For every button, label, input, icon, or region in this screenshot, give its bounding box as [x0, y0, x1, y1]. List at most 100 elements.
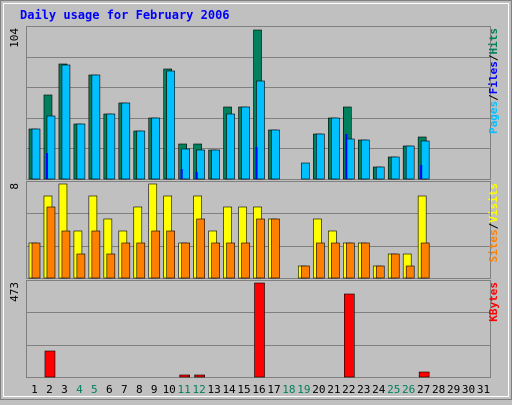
bar-pages-day-7 [121, 102, 131, 180]
bar-kbytes-day-2 [44, 350, 56, 378]
panel-visits-sites: 8 Sites/Visits [8, 181, 500, 279]
bar-pages-day-27 [420, 140, 430, 180]
bar-pages-day-1 [31, 128, 41, 180]
x-tick-label-day-25: 25 [387, 383, 400, 396]
bar-sites-day-3 [61, 230, 71, 279]
bar-kbytes-day-11 [179, 374, 190, 378]
bar-sites-day-24 [375, 265, 385, 279]
x-tick-label-day-24: 24 [372, 383, 386, 396]
x-tick-label-day-19: 19 [297, 383, 310, 396]
bar-sites-day-12 [196, 218, 205, 279]
x-tick-label-day-9: 9 [151, 383, 158, 396]
bar-sites-day-19 [301, 265, 310, 279]
bar-files-day-11 [180, 169, 183, 179]
bar-sites-day-1 [31, 242, 41, 279]
bar-sites-day-8 [136, 242, 146, 279]
x-tick-label-day-8: 8 [136, 383, 143, 396]
x-tick-label-day-3: 3 [61, 383, 68, 396]
bar-pages-day-15 [241, 106, 250, 180]
bar-pages-day-12 [196, 149, 205, 180]
bar-pages-day-17 [271, 129, 280, 180]
legend-entry: KBytes [487, 282, 500, 322]
bar-pages-day-9 [151, 117, 161, 180]
bar-pages-day-14 [226, 113, 235, 180]
x-tick-label-day-2: 2 [46, 383, 53, 396]
x-tick-label-day-30: 30 [462, 383, 475, 396]
x-tick-label-day-22: 22 [342, 383, 355, 396]
x-tick-label-day-23: 23 [357, 383, 370, 396]
bar-pages-day-25 [390, 156, 400, 180]
bar-sites-day-9 [151, 230, 161, 279]
bar-pages-day-4 [76, 123, 86, 180]
bar-pages-day-16 [256, 80, 265, 180]
x-tick-label-day-17: 17 [267, 383, 280, 396]
bar-sites-day-21 [331, 242, 340, 279]
bar-sites-day-16 [256, 218, 265, 279]
x-axis-labels: 1 2 3 4 5 6 7 8 9 10 11 12 13 14 15 16 17 18 19 20 21 22 23 24 2… [31, 383, 490, 396]
bar-pages-day-20 [316, 133, 325, 180]
legend-entry: Visits [487, 183, 500, 223]
bar-sites-day-22 [346, 242, 355, 279]
chart-title: Daily usage for February 2006 [20, 8, 230, 22]
bar-pages-day-23 [360, 139, 370, 180]
bar-pages-day-8 [136, 130, 146, 180]
bar-files-day-27 [420, 165, 423, 179]
y-max-label: 8 [8, 183, 21, 190]
legend-entry: / [487, 94, 500, 101]
x-tick-label-day-10: 10 [163, 383, 176, 396]
x-tick-label-day-21: 21 [327, 383, 340, 396]
legend: Pages/Files/Hits [487, 28, 500, 134]
y-max-label: 473 [8, 282, 21, 302]
x-tick-label-day-18: 18 [282, 383, 295, 396]
bar-sites-day-13 [211, 242, 220, 279]
x-tick-label-day-6: 6 [106, 383, 113, 396]
bar-kbytes-day-27 [418, 371, 430, 378]
bar-pages-day-13 [211, 149, 220, 180]
bars [28, 183, 430, 279]
bar-sites-day-5 [91, 230, 101, 279]
bar-sites-day-27 [420, 242, 430, 279]
bar-sites-day-20 [316, 242, 325, 279]
x-tick-label-day-20: 20 [312, 383, 325, 396]
x-tick-label-day-28: 28 [432, 383, 445, 396]
inner-frame [3, 3, 509, 397]
bar-sites-day-6 [106, 253, 116, 279]
bar-pages-day-5 [91, 74, 101, 180]
bar-files-day-22 [345, 134, 348, 179]
bar-sites-day-15 [241, 242, 250, 279]
legend: KBytes [487, 282, 500, 322]
x-tick-label-day-13: 13 [207, 383, 220, 396]
x-tick-label-day-4: 4 [76, 383, 83, 396]
x-tick-label-day-15: 15 [237, 383, 250, 396]
bar-sites-day-14 [226, 242, 235, 279]
bar-kbytes-day-12 [194, 374, 205, 378]
x-tick-label-day-31: 31 [477, 383, 490, 396]
legend: Sites/Visits [487, 183, 500, 263]
x-tick-label-day-1: 1 [31, 383, 38, 396]
bar-pages-day-22 [346, 138, 355, 180]
bar-sites-day-23 [360, 242, 370, 279]
bar-pages-day-2 [46, 115, 56, 180]
bar-pages-day-19 [301, 162, 310, 180]
bar-sites-day-4 [76, 253, 86, 279]
bar-kbytes-day-22 [344, 293, 355, 378]
legend-entry: / [487, 222, 500, 229]
legend-entry: / [487, 54, 500, 61]
bar-kbytes-day-16 [254, 282, 265, 378]
bar-pages-day-24 [375, 166, 385, 180]
bar-pages-day-6 [106, 113, 116, 180]
bar-sites-day-2 [46, 206, 56, 279]
panel-kbytes: 473 KBytes [8, 280, 500, 378]
x-tick-label-day-7: 7 [121, 383, 128, 396]
bar-files-day-12 [195, 172, 198, 179]
x-tick-label-day-5: 5 [91, 383, 98, 396]
bar-files-day-2 [45, 153, 48, 179]
x-tick-label-day-11: 11 [178, 383, 191, 396]
x-tick-label-day-14: 14 [222, 383, 236, 396]
bar-pages-day-21 [331, 117, 340, 180]
legend-entry: Hits [487, 28, 500, 55]
